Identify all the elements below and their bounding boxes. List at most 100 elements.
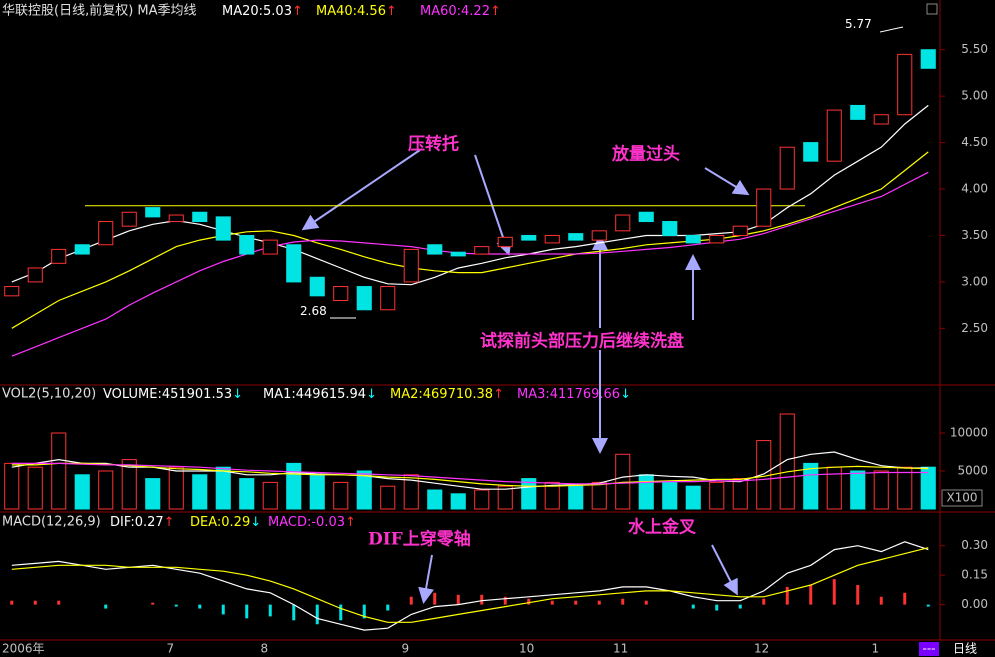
candle [145,207,161,218]
legend-item: MA1:449615.94↓ [263,387,377,402]
candle [403,248,419,283]
y-tick-label: 5.50 [961,42,988,56]
volume-bar [450,493,466,510]
volume-bar [262,481,278,510]
legend-item: VOLUME:451901.53↓ [103,387,243,402]
volume-bar [568,485,584,510]
volume-bar [638,474,654,510]
candle [98,221,114,246]
candle [709,234,725,244]
candle [427,244,443,255]
y-tick-label: 3.00 [961,274,988,288]
candle [380,286,396,311]
annotation: 试探前头部压力后继续洗盘 [480,331,684,352]
volume-bar [427,489,443,510]
series-line [11,451,929,490]
volume-bar [850,470,866,510]
candle [662,221,678,236]
annotation: DIF上穿零轴 [368,529,471,550]
legend-item: MA3:411769.66↓ [517,387,631,402]
y-tick-label: 0.00 [961,597,988,611]
legend-item: DIF:0.27↑ [110,515,175,530]
volume-bar [591,481,607,510]
volume-bar [286,462,302,510]
y-tick-label: 0.30 [961,538,988,552]
volume-bar [215,466,231,510]
candle [685,234,701,244]
candle [920,49,936,69]
candle [262,239,278,255]
candle [826,109,842,162]
nav-label[interactable]: --- [923,642,936,656]
candle [638,211,654,223]
candle [51,248,67,264]
macd-title: MACD(12,26,9) [2,515,101,530]
candle [450,251,466,257]
volume-bar [897,466,913,510]
candle [121,211,137,227]
candle [309,276,325,297]
candle [615,214,631,232]
unit-box [941,489,983,507]
series-line [11,104,929,286]
volume-title: VOL2(5,10,20) [2,387,96,402]
volume-bar [239,478,255,510]
candle [732,225,748,236]
volume-bar [121,459,137,510]
candle [474,246,490,255]
candle [497,236,513,248]
candle [591,230,607,241]
legend-item: MA60:4.22↑ [420,4,501,19]
annotation-arrows [301,26,904,604]
candle [873,114,889,125]
x-tick-label: 7 [167,642,175,656]
volume-bar [27,466,43,510]
volume-bar [732,478,748,510]
volume-bar [98,470,114,510]
legend-item: MA20:5.03↑ [222,4,303,19]
series-line [11,171,929,357]
series-line [11,541,929,631]
annotation: 放量过头 [611,144,680,165]
price-title: 华联控股(日线,前复权) MA季均线 [2,3,197,19]
y-tick-label: 4.00 [961,182,988,196]
series-line [11,547,929,623]
nav-box[interactable] [919,642,939,656]
x-tick-label: 11 [613,642,628,656]
candle [897,53,913,116]
candle [850,104,866,120]
series-line [11,462,929,487]
volume-bar [333,481,349,510]
high-label: 5.77 [845,17,872,31]
candle [356,286,372,311]
candle [521,234,537,241]
volume-bar [192,474,208,510]
volume-bar [685,485,701,510]
volume-bar [662,481,678,510]
candle [568,233,584,241]
annotation: 压转托 [408,134,459,155]
volume-bar [51,432,67,510]
y-tick-label: 5000 [957,463,988,477]
x-tick-label: 9 [402,642,410,656]
candle [74,244,90,255]
candle [27,267,43,283]
candle [215,216,231,241]
x-tick-label: 12 [754,642,769,656]
volume-bar [497,485,513,510]
volume-bar [873,470,889,510]
low-label: 2.68 [300,304,327,318]
volume-bar [74,474,90,510]
period-label[interactable]: 日线 [953,642,977,656]
volume-bar [4,462,20,510]
candle [4,286,20,297]
x-tick-label: 10 [519,642,534,656]
x-tick-label: 1 [872,642,880,656]
volume-bar [403,474,419,510]
candle [803,142,819,162]
y-tick-label: 10000 [950,425,988,439]
volume-bar [309,474,325,510]
legend-item: MA2:469710.38↑ [390,387,504,402]
x-tick-label: 2006年 [2,642,45,656]
candle [286,244,302,283]
